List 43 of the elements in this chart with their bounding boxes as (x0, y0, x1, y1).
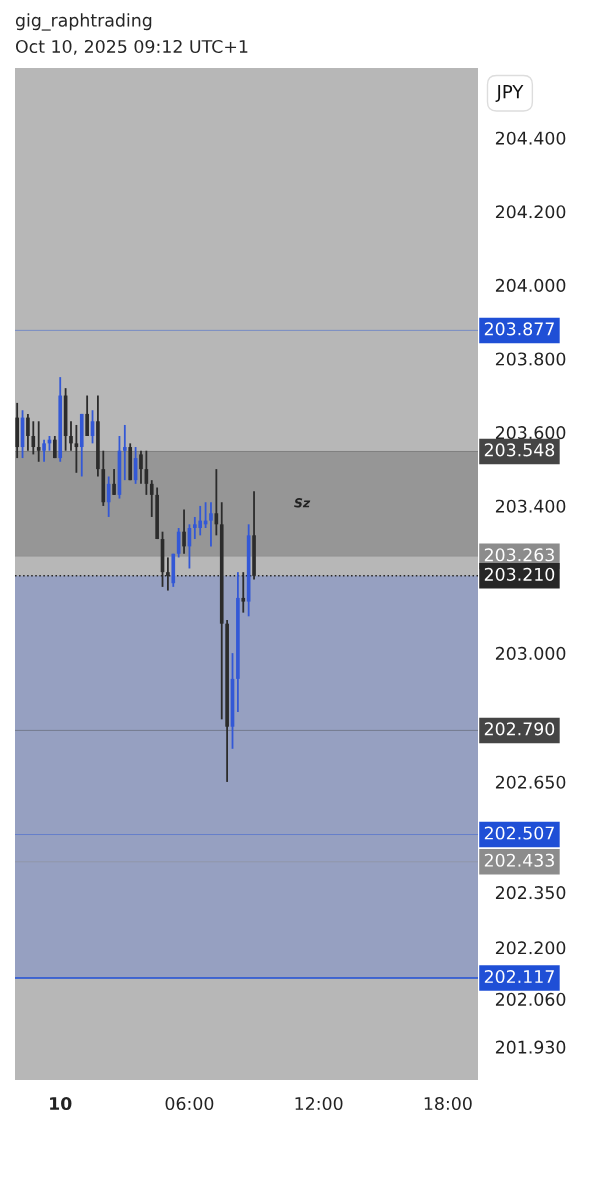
y-tick-label: 202.350 (495, 886, 566, 900)
ref-line-label: 203.210 (484, 567, 555, 581)
y-tick-label: 202.060 (495, 992, 566, 1006)
candlestick (42, 438, 46, 463)
x-tick-label: 12:00 (295, 1096, 343, 1111)
y-tick-label: 203.400 (495, 499, 566, 513)
ref-line-label: 203.263 (484, 548, 554, 562)
y-tick-label: 204.000 (495, 278, 566, 292)
y-tick-label: 204.400 (495, 131, 566, 145)
ref-line-label: 202.117 (484, 969, 554, 984)
ref-line-label: 203.548 (484, 443, 555, 457)
ref-line-label: 202.790 (484, 722, 555, 736)
candlestick (31, 420, 36, 456)
candlestick (69, 420, 73, 452)
y-tick-label: 204.200 (495, 205, 566, 219)
x-tick-label: 10 (50, 1096, 72, 1111)
ref-line-label: 202.433 (484, 853, 554, 867)
candlestick (85, 394, 89, 437)
chart-subtitle: Oct 10, 2025 09:12 UTC+1 (15, 39, 248, 55)
text: JPY (495, 85, 524, 102)
candlestick (123, 424, 127, 482)
candlestick (241, 571, 246, 614)
y-tick-label: 201.930 (495, 1040, 566, 1054)
y-tick-label: 203.000 (495, 646, 566, 660)
y-tick-label: 202.650 (495, 775, 566, 789)
ref-line-label: 202.507 (484, 826, 554, 840)
candlestick (139, 449, 143, 485)
y-tick-label: 203.600 (495, 426, 566, 440)
candlestick (209, 501, 213, 548)
x-tick-label: 06:00 (165, 1096, 214, 1111)
candlestick (106, 475, 111, 518)
chart-title: gig_raphtrading (15, 13, 152, 31)
y-tick-label: 203.800 (495, 352, 566, 366)
candlestick (182, 508, 186, 555)
band-label: Sz (294, 498, 311, 508)
x-tick-label: 18:00 (424, 1096, 472, 1111)
ref-line-label: 203.877 (484, 322, 554, 336)
candlestick (74, 424, 79, 474)
candlestick (149, 479, 154, 518)
candlestick (36, 420, 41, 463)
candlestick (26, 413, 30, 452)
candlestick (112, 468, 116, 496)
y-tick-label: 202.200 (495, 941, 566, 955)
